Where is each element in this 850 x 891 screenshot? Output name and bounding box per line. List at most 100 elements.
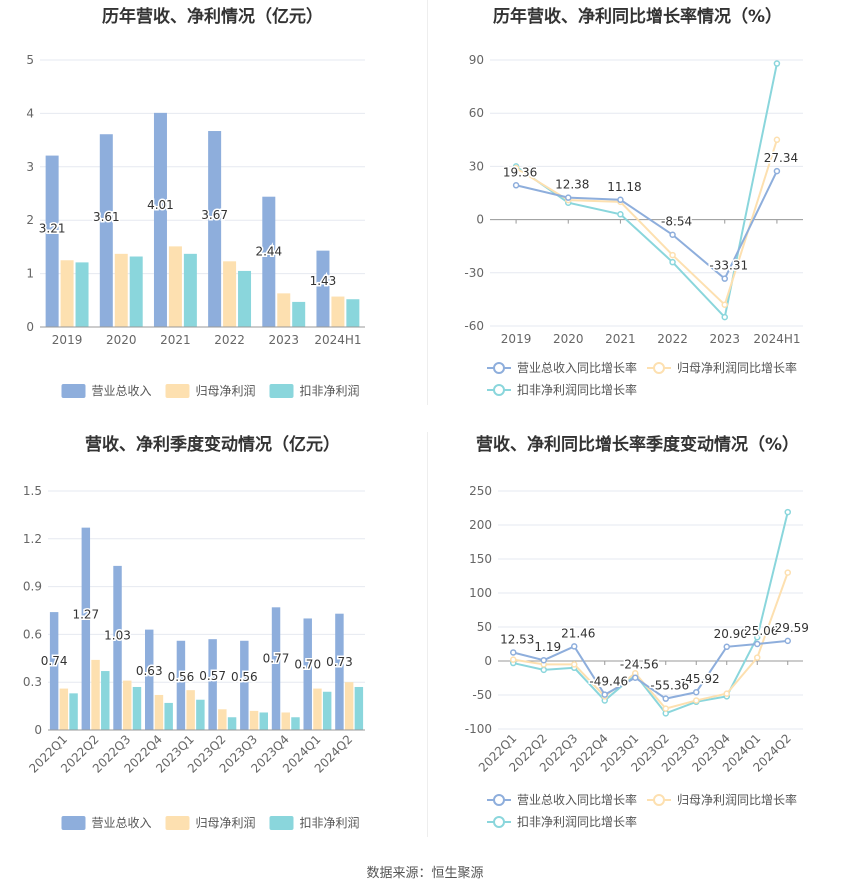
- data-label: 0.57: [199, 669, 226, 683]
- data-point: [662, 695, 669, 702]
- chart-title: 历年营收、净利同比增长率情况（%）: [492, 7, 783, 27]
- bar: [277, 293, 291, 327]
- y-tick-label: 100: [469, 586, 492, 600]
- bar: [331, 296, 345, 327]
- data-label: 29.59: [775, 621, 809, 635]
- legend-label: 归母净利润: [196, 816, 256, 830]
- bar: [313, 688, 322, 730]
- bar: [154, 694, 164, 730]
- data-point: [721, 275, 728, 282]
- data-point: [617, 196, 624, 204]
- chart-title: 营收、净利季度变动情况（亿元）: [85, 435, 340, 455]
- bar: [69, 693, 78, 730]
- bar: [208, 131, 222, 327]
- quarterly-growth-panel: -100 -50 0 50 100 150 200 250 12.53 1.19 21.46 -49.…: [425, 428, 850, 848]
- bar: [223, 261, 237, 327]
- bar: [240, 640, 249, 730]
- legend-label: 营业总收入同比增长率: [517, 792, 637, 807]
- bar: [218, 709, 227, 730]
- x-tick-label: 2019: [52, 333, 83, 347]
- bar: [322, 691, 332, 730]
- data-label: 1.19: [534, 640, 561, 654]
- y-tick-label: 0.9: [23, 580, 42, 594]
- y-tick-label: 0.6: [23, 627, 42, 641]
- quarterly-revenue-profit-panel: 0 0.3 0.6 0.9 1.2 1.5 0.74 1.27 1.03 0.63 0.56 0.57…: [0, 428, 425, 848]
- bar: [292, 301, 306, 327]
- data-label: 3.61: [93, 210, 120, 224]
- bar: [196, 699, 205, 730]
- data-label: 25.06: [744, 624, 778, 638]
- data-point: [601, 691, 608, 698]
- data-label: 0.70: [294, 658, 321, 672]
- legend-swatch: [269, 384, 294, 398]
- bar: [129, 256, 143, 327]
- data-point: [784, 637, 791, 645]
- annual-revenue-profit-panel: 0 1 2 3 4 5 3.21 3.61 4.01 3.67 2.44 1.43 2019 2020 20…: [0, 0, 425, 420]
- data-point: [721, 313, 728, 321]
- data-point: [510, 649, 517, 656]
- data-point: [540, 666, 547, 674]
- bar: [262, 196, 276, 327]
- series-line: [513, 639, 788, 700]
- data-point: [565, 194, 572, 201]
- data-label: 1.03: [104, 629, 131, 643]
- legend-swatch: [165, 384, 190, 398]
- y-tick-label: 50: [477, 620, 492, 634]
- legend-label: 扣非净利润: [300, 816, 360, 830]
- bar: [81, 527, 91, 730]
- legend-swatch: [61, 816, 86, 830]
- bar: [259, 712, 268, 730]
- legend-label: 营业总收入: [92, 816, 152, 830]
- y-tick-label: 90: [469, 53, 484, 67]
- x-tick-label: 2024H1: [753, 332, 800, 346]
- data-label: 0.56: [168, 670, 195, 684]
- data-label: -49.46: [589, 675, 628, 689]
- legend-label: 归母净利润同比增长率: [677, 360, 797, 375]
- data-label: 12.38: [555, 178, 589, 192]
- bar: [281, 712, 290, 730]
- legend-swatch: [61, 384, 86, 398]
- bar: [249, 710, 259, 730]
- data-label: 21.46: [561, 626, 595, 640]
- series-line: [515, 139, 778, 307]
- chart-title: 营收、净利同比增长率季度变动情况（%）: [475, 435, 800, 455]
- series-line: [513, 572, 789, 710]
- bar: [168, 246, 182, 327]
- data-label: 0.73: [326, 655, 353, 669]
- annual-revenue-profit-chart: 0 1 2 3 4 5 3.21 3.61 4.01 3.67 2.44 1.43 2019 2020 20…: [26, 53, 365, 398]
- legend-label: 扣非净利润同比增长率: [517, 814, 637, 829]
- legend-label: 归母净利润同比增长率: [677, 792, 797, 807]
- bar: [91, 659, 100, 730]
- bar: [346, 299, 360, 327]
- x-tick-label: 2021: [160, 333, 191, 347]
- y-tick-label: 60: [469, 106, 484, 120]
- bar: [123, 680, 132, 730]
- panel-divider: [427, 0, 428, 405]
- data-label: -45.92: [681, 672, 720, 686]
- data-label: 1.27: [72, 608, 99, 622]
- x-tick-label: 2021: [605, 332, 636, 346]
- data-point: [784, 508, 791, 516]
- legend-label: 营业总收入: [92, 384, 152, 398]
- y-tick-label: 1.5: [23, 484, 42, 498]
- legend-marker: [493, 384, 505, 396]
- legend-swatch: [165, 816, 190, 830]
- bar: [99, 134, 113, 327]
- x-tick-label: 2023: [709, 332, 740, 346]
- data-point: [512, 182, 520, 189]
- data-point: [693, 688, 700, 696]
- bar: [303, 618, 312, 730]
- data-point: [662, 705, 669, 712]
- data-point: [510, 656, 517, 663]
- data-point: [723, 690, 730, 697]
- data-point: [571, 643, 578, 650]
- data-label: 27.34: [764, 151, 798, 165]
- data-label: 0.63: [136, 664, 163, 678]
- bar: [176, 640, 186, 730]
- panel-divider: [427, 432, 428, 837]
- data-point: [784, 569, 791, 576]
- y-tick-label: 2: [26, 213, 34, 227]
- bar: [114, 253, 128, 327]
- x-tick-label: 2020: [106, 333, 137, 347]
